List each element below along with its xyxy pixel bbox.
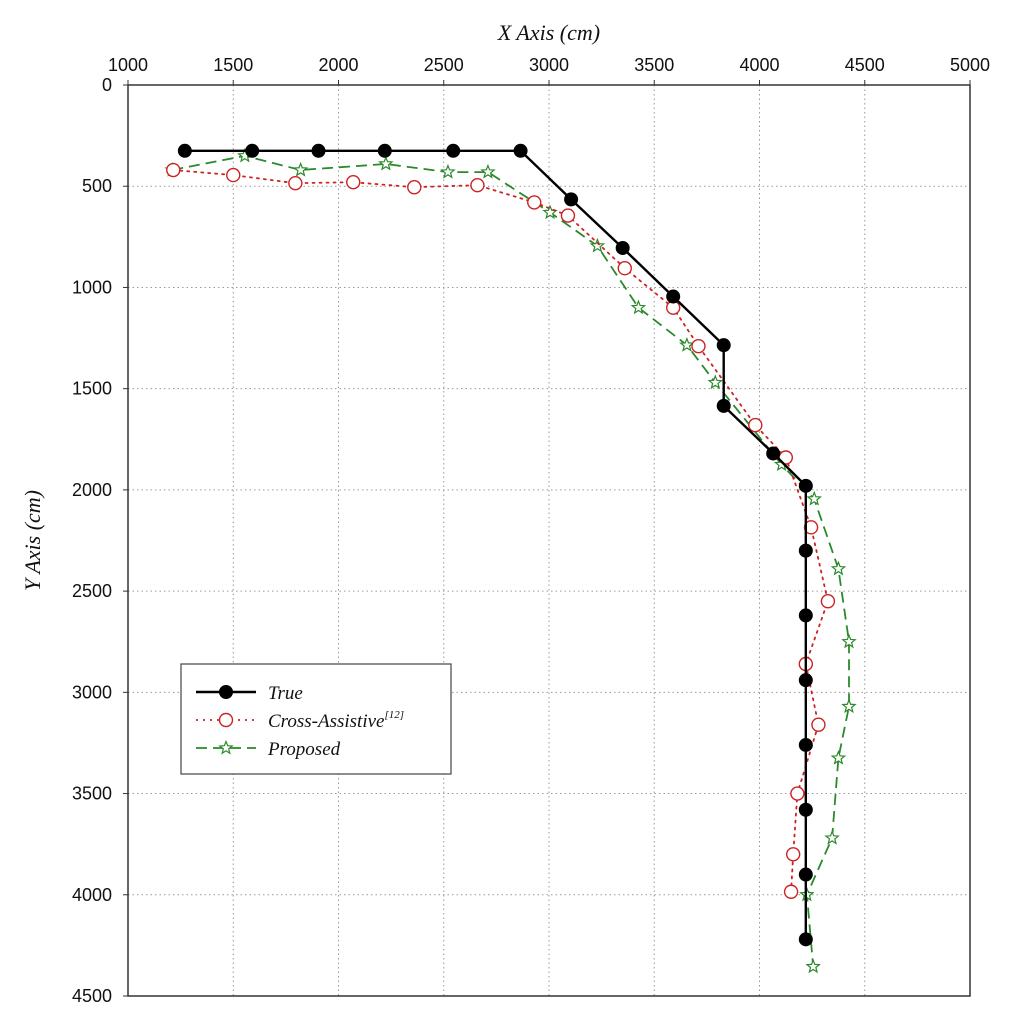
data-point-true xyxy=(446,143,461,158)
data-point-cross-assistive xyxy=(803,520,819,535)
data-point-true xyxy=(766,446,781,461)
x-tick-label: 1500 xyxy=(213,55,253,75)
data-point-cross-assistive xyxy=(560,208,576,223)
series-line-cross-assistive xyxy=(172,169,829,893)
series-proposed xyxy=(164,147,857,974)
y-tick-label: 4000 xyxy=(72,885,112,905)
data-point-proposed xyxy=(292,161,309,177)
data-point-cross-assistive xyxy=(226,167,241,183)
x-tick-label: 5000 xyxy=(950,55,990,75)
x-tick-label: 2500 xyxy=(424,55,464,75)
legend-item-true: True xyxy=(196,683,303,704)
data-point-cross-assistive xyxy=(527,195,542,210)
data-point-cross-assistive xyxy=(470,178,485,193)
data-point-proposed xyxy=(830,749,847,765)
x-tick-label: 4500 xyxy=(845,55,885,75)
data-point-proposed xyxy=(830,560,847,576)
y-tick-label: 1500 xyxy=(72,379,112,399)
y-tick-label: 1000 xyxy=(72,277,112,297)
data-point-true xyxy=(377,143,392,158)
x-tick-label: 4000 xyxy=(739,55,779,75)
data-point-true xyxy=(798,737,813,752)
y-tick-label: 3500 xyxy=(72,784,112,804)
legend-label: True xyxy=(268,683,303,704)
data-point-cross-assistive xyxy=(811,717,826,732)
data-point-cross-assistive xyxy=(617,261,632,276)
data-point-true xyxy=(564,192,579,207)
legend-marker xyxy=(218,712,234,728)
data-point-true xyxy=(615,240,630,255)
data-point-true xyxy=(716,338,731,353)
series-layer xyxy=(164,143,857,974)
legend-item-cross-assistive: Cross-Assistive[12] xyxy=(196,709,404,732)
y-tick-label: 2500 xyxy=(72,581,112,601)
data-point-proposed xyxy=(806,490,822,506)
data-point-true xyxy=(177,143,192,158)
x-tick-label: 1000 xyxy=(108,55,148,75)
y-tick-label: 4500 xyxy=(72,986,112,1006)
y-tick-labels: 0 500 1000 1500 2000 2500 3000 3500 4000 4500 xyxy=(72,75,128,1006)
series-cross-assistive xyxy=(166,162,836,899)
x-tick-label: 3000 xyxy=(529,55,569,75)
data-point-proposed xyxy=(679,336,695,352)
y-tick-label: 500 xyxy=(82,176,112,196)
legend-superscript: [12] xyxy=(384,709,404,721)
legend-item-proposed: Proposed xyxy=(196,739,341,760)
y-axis-title: Y Axis (cm) xyxy=(20,490,45,591)
data-point-true xyxy=(716,398,731,413)
data-point-proposed xyxy=(440,163,456,179)
data-point-true xyxy=(798,608,813,623)
data-point-proposed xyxy=(824,829,840,845)
y-tick-label: 3000 xyxy=(72,682,112,702)
series-line-proposed xyxy=(172,154,850,967)
legend: True Cross-Assistive[12] Proposed xyxy=(180,663,452,775)
x-tick-label: 2000 xyxy=(318,55,358,75)
data-point-cross-assistive xyxy=(407,180,422,195)
data-point-true xyxy=(245,143,260,158)
grid-lines xyxy=(128,85,970,996)
legend-label: Cross-Assistive[12] xyxy=(268,709,404,732)
data-point-proposed xyxy=(707,374,724,390)
data-point-cross-assistive xyxy=(166,162,181,178)
data-point-true xyxy=(798,802,813,817)
x-tick-labels: 1000 1500 2000 2500 3000 3500 4000 4500 5000 xyxy=(108,55,990,85)
data-point-cross-assistive xyxy=(820,594,836,609)
data-point-proposed xyxy=(805,958,821,974)
data-point-true xyxy=(798,932,813,947)
data-point-cross-assistive xyxy=(346,174,361,190)
data-point-proposed xyxy=(841,633,857,649)
data-point-true xyxy=(513,143,528,158)
data-point-cross-assistive xyxy=(785,847,801,862)
data-point-cross-assistive xyxy=(790,786,805,801)
y-tick-label: 0 xyxy=(102,75,112,95)
data-point-proposed xyxy=(378,155,394,171)
legend-marker xyxy=(219,685,233,699)
data-point-cross-assistive xyxy=(783,884,799,899)
data-point-cross-assistive xyxy=(748,417,763,433)
series-line-true xyxy=(184,149,807,940)
data-point-proposed xyxy=(630,299,647,315)
data-point-true xyxy=(798,478,813,493)
data-point-true xyxy=(798,867,813,882)
data-point-true xyxy=(311,143,326,158)
data-point-cross-assistive xyxy=(288,175,303,191)
y-tick-label: 2000 xyxy=(72,480,112,500)
legend-label: Proposed xyxy=(267,739,341,760)
data-point-proposed xyxy=(841,698,857,714)
x-tick-label: 3500 xyxy=(634,55,674,75)
data-point-cross-assistive xyxy=(778,450,794,465)
data-point-cross-assistive xyxy=(691,338,706,354)
series-true xyxy=(177,143,813,947)
x-axis-title: X Axis (cm) xyxy=(497,20,600,45)
data-point-proposed xyxy=(589,237,606,253)
data-point-true xyxy=(798,543,813,558)
data-point-true xyxy=(666,289,681,304)
data-point-proposed xyxy=(480,163,496,179)
data-point-true xyxy=(798,673,813,688)
legend-marker xyxy=(218,739,234,755)
